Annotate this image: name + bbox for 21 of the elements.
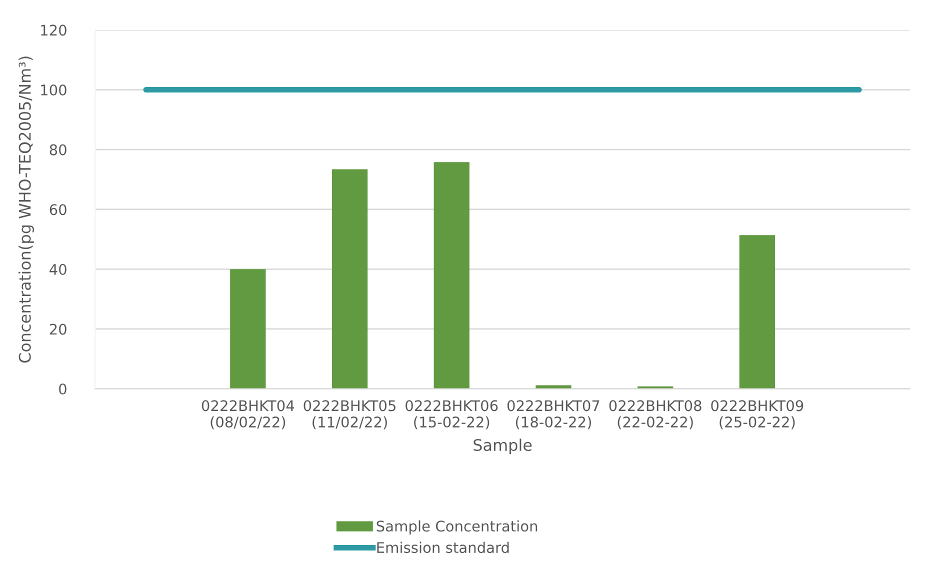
legend-label: Emission standard [377,542,509,554]
y-tick-label: 0 [59,384,66,395]
x-tick-label: 0222BHKT04 (08/02/22) [202,400,294,430]
bar [434,162,470,389]
bar [332,169,368,389]
y-tick-label: 120 [41,24,66,36]
y-tick-label: 20 [50,324,66,335]
y-tick-label: 40 [50,264,66,275]
y-tick-label: 100 [41,84,66,96]
x-tick-label: 0222BHKT08 (22-02-22) [609,400,702,430]
x-tick-label: 0222BHKT09 (25-02-22) [711,400,804,430]
bar [230,269,266,389]
x-tick-label: 0222BHKT05 (11/02/22) [304,400,396,430]
y-axis-title: Concentration(pg WHO-TEQ2005/Nm³) [18,56,34,363]
x-axis-title: Sample [474,438,532,454]
x-tick-label: 0222BHKT07 (18-02-22) [507,400,600,430]
x-tick-label: 0222BHKT06 (15-02-22) [406,400,498,430]
y-tick-label: 60 [50,204,66,216]
bar [739,235,776,389]
legend-label: Sample Concentration [376,520,538,534]
y-tick-label: 80 [50,144,66,156]
